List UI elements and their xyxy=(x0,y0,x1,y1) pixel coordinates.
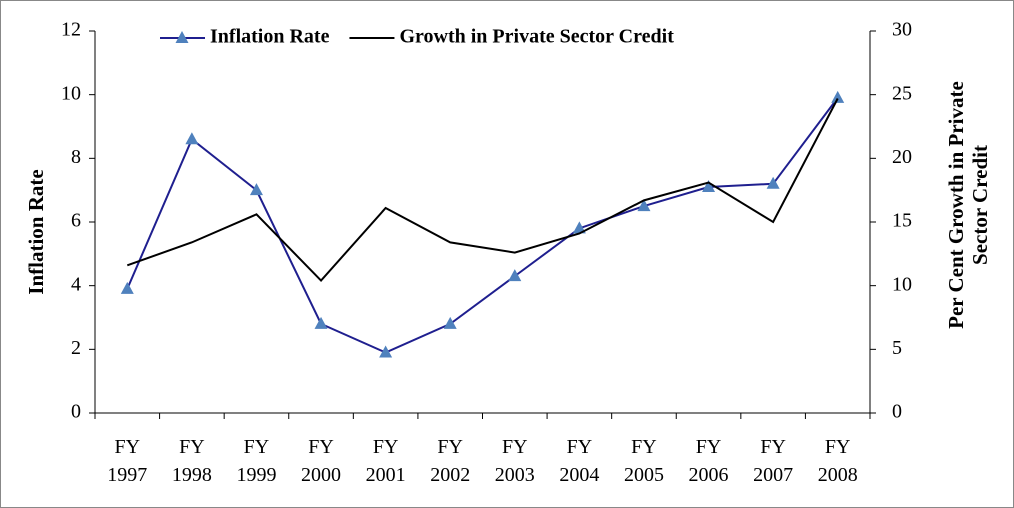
x-tick-label: FY 2003 xyxy=(495,436,535,486)
y2-tick-label: 15 xyxy=(892,210,912,232)
point-marker xyxy=(572,221,586,234)
y-tick-label: 8 xyxy=(71,146,81,168)
y-tick-label: 4 xyxy=(71,273,81,295)
y2-tick-label: 20 xyxy=(892,146,912,168)
point-marker xyxy=(314,316,328,329)
legend-label: Inflation Rate xyxy=(210,26,330,48)
y2-tick-label: 10 xyxy=(892,273,912,295)
y-tick-label: 6 xyxy=(71,210,81,232)
y-tick-label: 10 xyxy=(61,82,81,104)
y2-tick-label: 25 xyxy=(892,82,912,104)
y-tick-label: 0 xyxy=(71,401,81,423)
point-marker xyxy=(379,345,393,358)
y2-axis-title: Per Cent Growth in PrivateSector Credit xyxy=(944,81,992,329)
x-tick-label: FY 2008 xyxy=(818,436,858,486)
point-marker xyxy=(120,281,134,294)
x-tick-label: FY 2004 xyxy=(559,436,599,486)
point-marker xyxy=(831,90,845,103)
x-tick-label: FY 1998 xyxy=(172,436,212,486)
point-marker xyxy=(508,269,522,282)
point-marker xyxy=(702,179,716,192)
x-tick-label: FY 2005 xyxy=(624,436,664,486)
x-tick-label: FY 2002 xyxy=(430,436,470,486)
y-tick-label: 12 xyxy=(61,19,81,41)
x-tick-label: FY 2001 xyxy=(366,436,406,486)
x-tick-label: FY 2000 xyxy=(301,436,341,486)
legend-label: Growth in Private Sector Credit xyxy=(399,26,674,48)
series-line xyxy=(126,97,839,354)
y2-tick-label: 30 xyxy=(892,19,912,41)
legend-marker xyxy=(175,31,189,43)
point-marker xyxy=(766,176,780,189)
point-marker xyxy=(185,132,199,145)
point-marker xyxy=(637,199,651,212)
x-tick-label: FY 2007 xyxy=(753,436,793,486)
series-line xyxy=(126,98,839,283)
point-marker xyxy=(443,316,457,329)
y-axis-title: Inflation Rate xyxy=(24,169,48,294)
x-tick-label: FY 1997 xyxy=(107,436,147,486)
y2-tick-label: 0 xyxy=(892,401,902,423)
x-tick-label: FY 2006 xyxy=(689,436,729,486)
point-marker xyxy=(249,183,263,196)
y-tick-label: 2 xyxy=(71,337,81,359)
y2-tick-label: 5 xyxy=(892,337,902,359)
x-tick-label: FY 1999 xyxy=(236,436,276,486)
